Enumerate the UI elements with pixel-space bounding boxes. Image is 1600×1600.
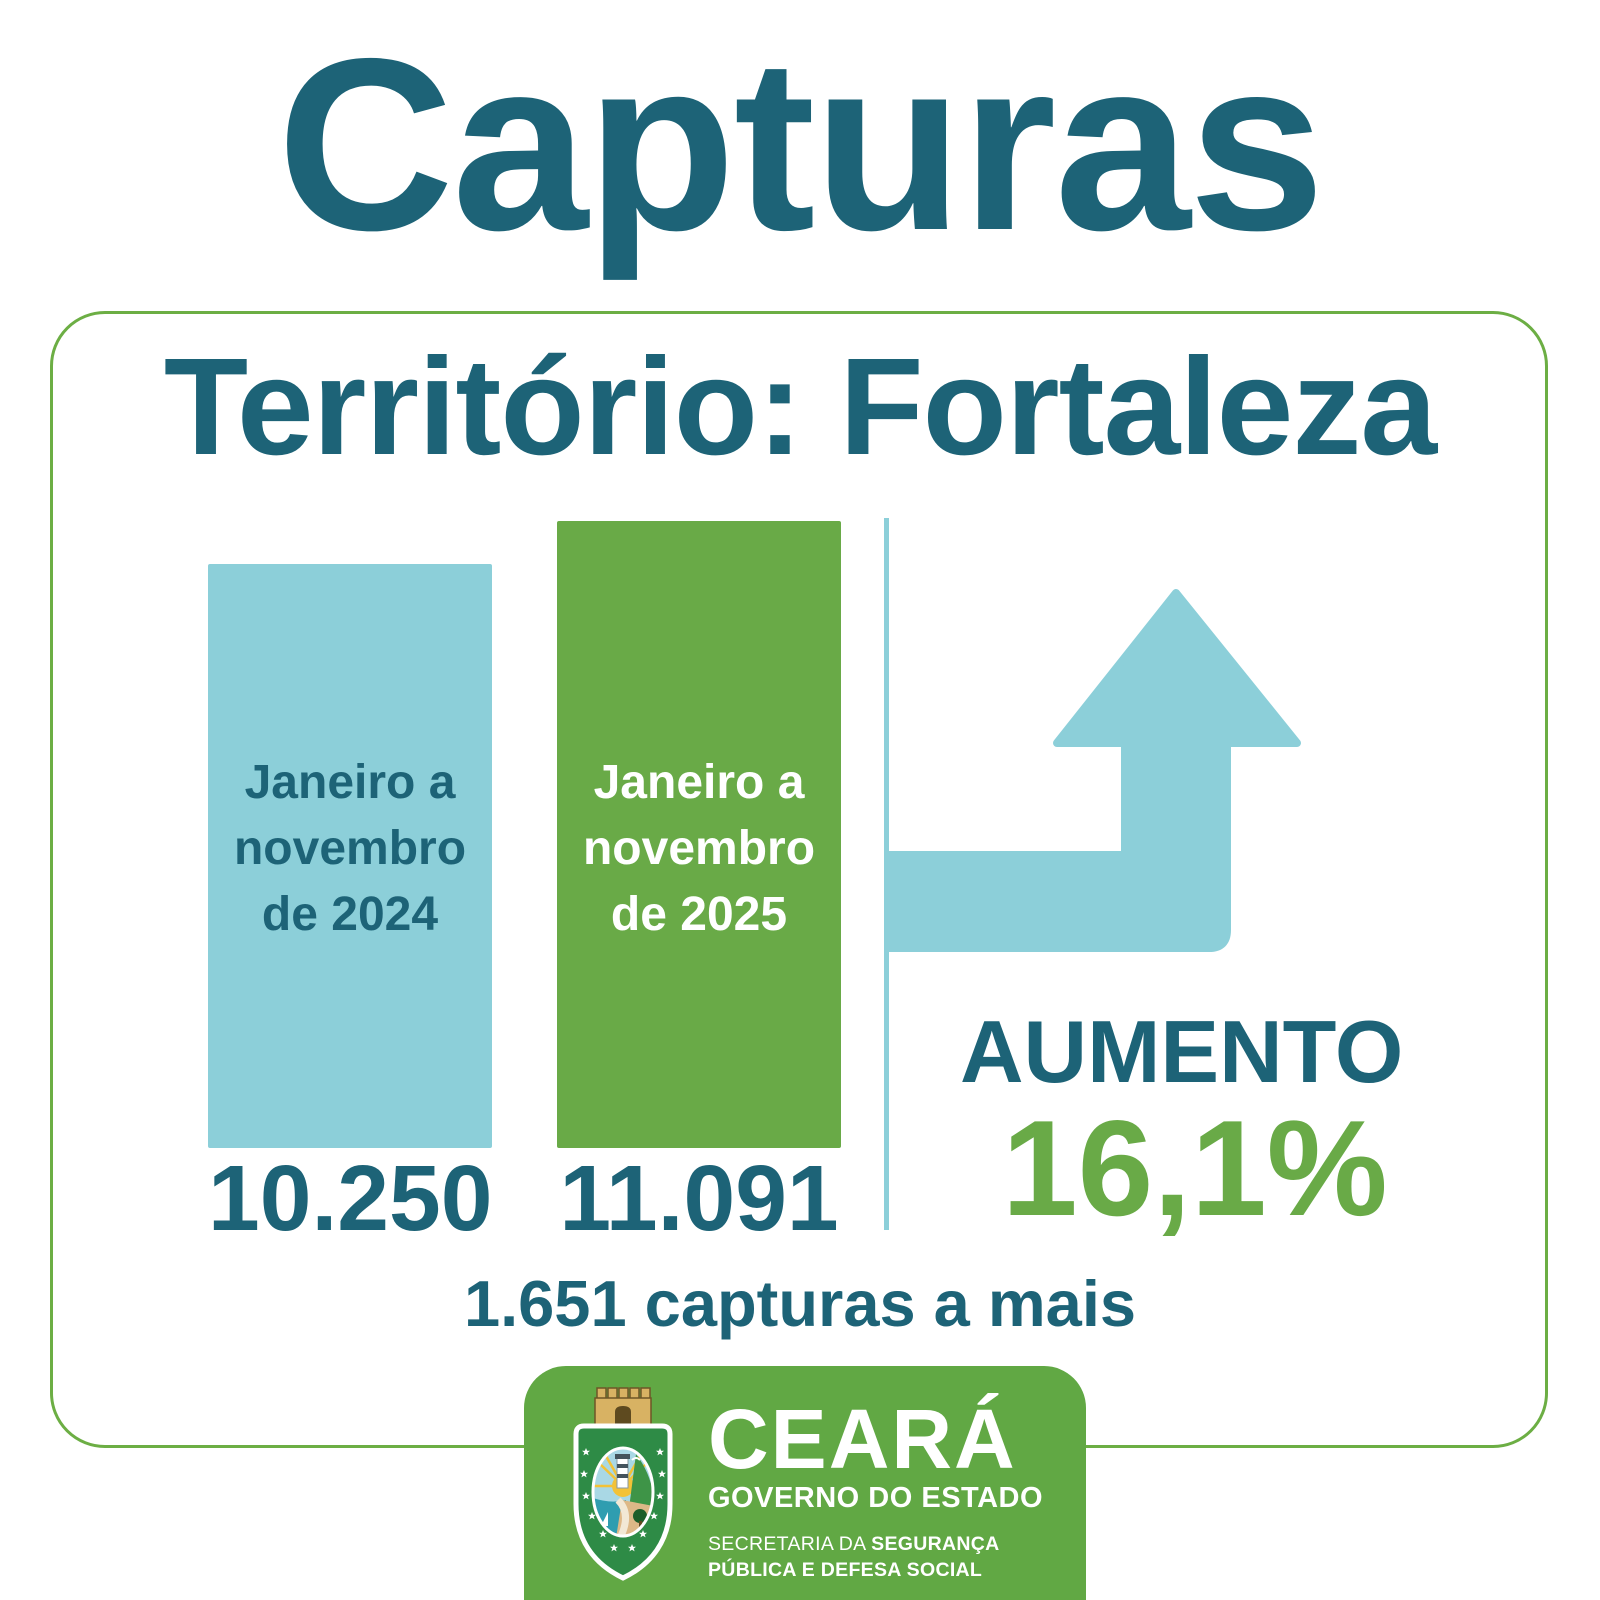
bar-2025-value: 11.091 [559, 1146, 839, 1250]
crest-castle [594, 1387, 652, 1427]
bar-2024 [208, 564, 492, 1148]
footer-secretary-lines: SECRETARIA DA SEGURANÇA PÚBLICA E DEFESA… [708, 1531, 1043, 1584]
bar-2024-value: 10.250 [208, 1146, 493, 1250]
increase-value: 16,1% [1002, 1092, 1388, 1244]
page-title: Capturas [277, 7, 1325, 281]
bar-2024-label-line2: novembro [233, 822, 467, 875]
footer-state-name: CEARÁ [708, 1392, 1017, 1486]
footer-government-line: GOVERNO DO ESTADO [708, 1481, 1044, 1514]
footer-secretary-line1-bold: SEGURANÇA [871, 1532, 1000, 1555]
footer-secretary-line2: PÚBLICA E DEFESA SOCIAL [708, 1558, 983, 1581]
bar-2025-label-line1: Janeiro a [593, 756, 805, 809]
bar-2025-label-line3: de 2025 [610, 888, 788, 941]
up-arrow-icon [884, 589, 1301, 952]
bar-2024-label: Janeiro a novembro de 2024 [208, 750, 492, 948]
bar-2024-label-line1: Janeiro a [244, 756, 456, 809]
footer-secretary-line1-normal: SECRETARIA DA [708, 1532, 872, 1555]
bar-2025 [557, 521, 841, 1148]
bar-2024-label-line3: de 2024 [261, 888, 439, 941]
increase-label: AUMENTO [960, 1002, 1404, 1101]
territory-heading: Território: Fortaleza [163, 330, 1437, 484]
difference-note: 1.651 capturas a mais [463, 1267, 1137, 1340]
ceara-coat-of-arms-icon [573, 1387, 673, 1581]
bar-2025-label: Janeiro a novembro de 2025 [557, 750, 841, 948]
government-footer: CEARÁ GOVERNO DO ESTADO SECRETARIA DA SE… [524, 1366, 1086, 1600]
bar-2025-label-line2: novembro [582, 822, 816, 875]
footer-text-block: CEARÁ GOVERNO DO ESTADO SECRETARIA DA SE… [708, 1392, 1044, 1584]
